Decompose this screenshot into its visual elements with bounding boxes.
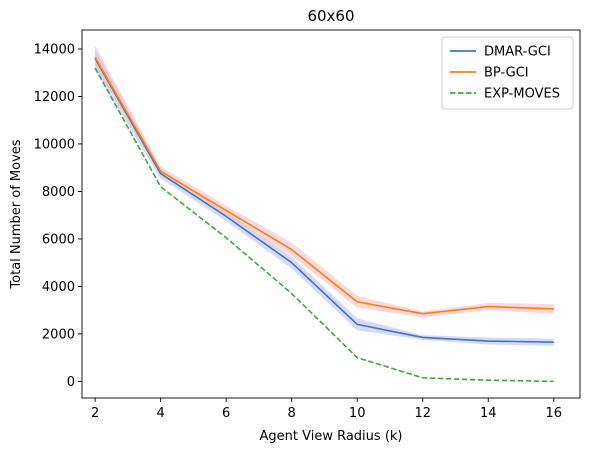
y-tick-label: 2000 [42,327,75,342]
legend-label: EXP-MOVES [484,87,560,102]
x-tick-label: 14 [480,406,497,421]
x-axis-label: Agent View Radius (k) [260,429,403,444]
x-tick-label: 10 [349,406,366,421]
chart-title: 60x60 [307,7,354,25]
legend-label: DMAR-GCI [484,45,551,60]
x-tick-label: 8 [288,406,296,421]
x-tick-label: 6 [222,406,230,421]
x-axis-ticks: 2 4 6 8 10 12 14 16 [91,398,562,421]
x-tick-label: 4 [156,406,164,421]
plot-frame [81,29,581,399]
x-tick-label: 16 [546,406,563,421]
exp-moves-line [94,67,554,383]
x-tick-label: 12 [414,406,431,421]
x-tick-label: 2 [91,406,99,421]
y-tick-label: 14000 [34,42,75,57]
y-tick-label: 8000 [42,185,75,200]
dmar-gci-line [94,58,554,344]
legend-label: BP-GCI [484,66,529,81]
bp-gci-line [94,56,554,315]
y-tick-label: 4000 [42,280,75,295]
y-tick-label: 10000 [34,137,75,152]
legend-box [441,36,574,110]
series-lines [94,56,554,383]
y-axis-label: Total Number of Moves [9,139,24,289]
y-tick-label: 0 [67,375,75,390]
y-tick-label: 6000 [42,232,75,247]
y-axis-ticks: 0 2000 4000 6000 8000 10000 12000 14000 [34,42,82,390]
y-tick-label: 12000 [34,90,75,105]
legend: DMAR-GCI BP-GCI EXP-MOVES [441,36,574,110]
